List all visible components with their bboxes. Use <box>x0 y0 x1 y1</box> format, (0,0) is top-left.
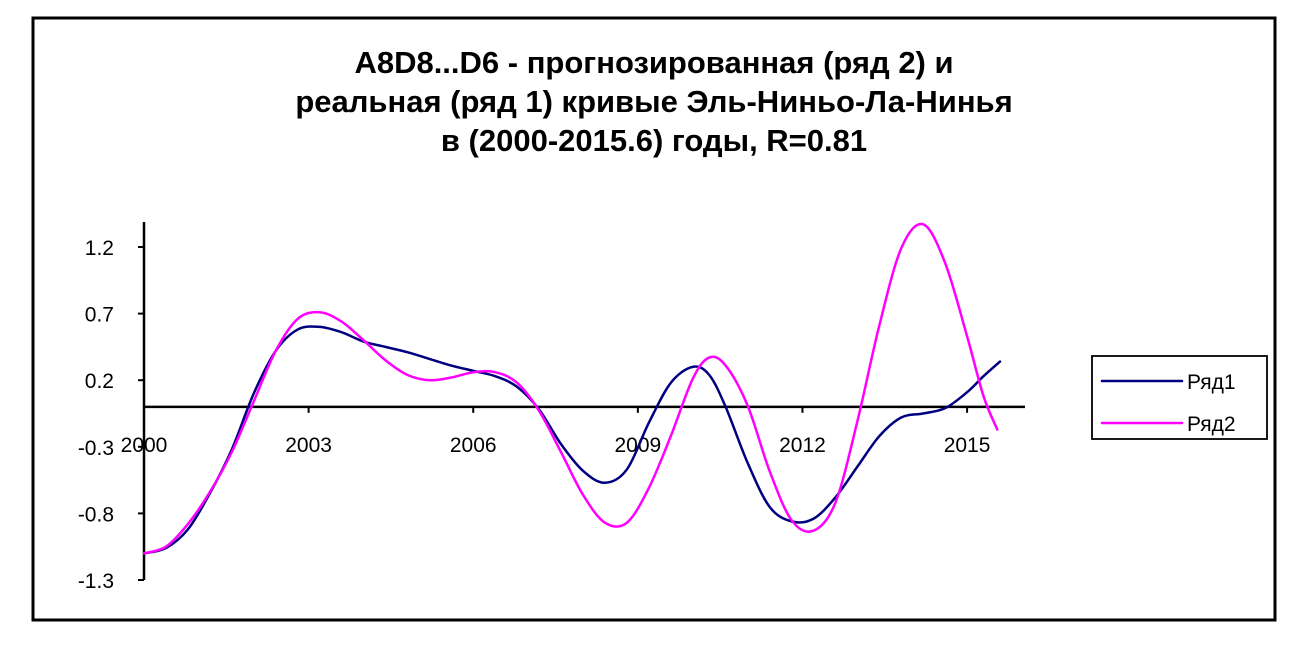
chart-title-line-3: в (2000-2015.6) годы, R=0.81 <box>441 123 867 158</box>
y-axis: 1.2 0.7 0.2 -0.3 -0.8 -1.3 <box>78 222 146 593</box>
y-tick-label: -0.3 <box>78 437 114 460</box>
legend-label-ряд1: Ряд1 <box>1187 371 1236 394</box>
y-tick-label: 1.2 <box>85 237 114 260</box>
x-tick-label: 2012 <box>779 434 826 457</box>
x-axis: 2000 2003 2006 2009 2012 2015 <box>121 405 1025 457</box>
legend: Ряд1 Ряд2 <box>1091 355 1268 440</box>
series-line-ряд2 <box>142 222 999 555</box>
chart-title-line-2: реальная (ряд 1) кривые Эль-Ниньо-Ла-Нин… <box>295 84 1012 119</box>
y-tick-label: -0.8 <box>78 503 114 526</box>
plot-series <box>142 222 1002 555</box>
chart-title-line-1: A8D8...D6 - прогнозированная (ряд 2) и <box>354 45 953 80</box>
legend-label-ряд2: Ряд2 <box>1187 413 1236 436</box>
y-tick-label: 0.7 <box>85 304 114 327</box>
series-line-ряд1 <box>142 325 1002 555</box>
chart-title: A8D8...D6 - прогнозированная (ряд 2) и р… <box>295 45 1012 158</box>
x-tick-label: 2000 <box>121 434 168 457</box>
x-tick-label: 2003 <box>285 434 332 457</box>
chart-frame <box>31 16 1277 622</box>
legend-box <box>1091 355 1268 440</box>
y-tick-label: -1.3 <box>78 570 114 593</box>
x-tick-label: 2006 <box>450 434 497 457</box>
y-tick-label: 0.2 <box>85 370 114 393</box>
x-tick-label: 2015 <box>944 434 991 457</box>
